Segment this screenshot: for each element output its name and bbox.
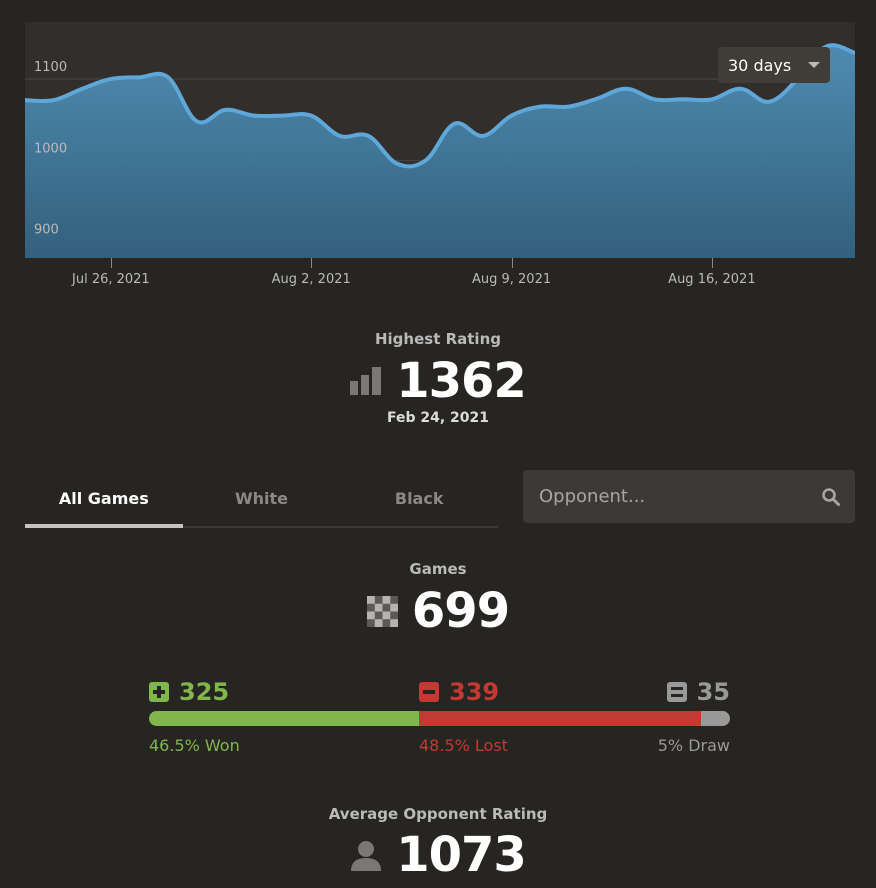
won-percent: 46.5% Won — [149, 736, 240, 755]
avg-opponent-row: 1073 — [0, 830, 876, 880]
y-tick-label: 1000 — [34, 141, 67, 156]
chessboard-icon — [366, 595, 398, 627]
rating-chart-plot: 1100 1000 900 — [25, 43, 855, 258]
color-filter-tabs: All Games White Black — [25, 470, 498, 528]
x-tick-label: Aug 2, 2021 — [271, 272, 351, 287]
draw-count-row: 35 — [666, 678, 730, 706]
chevron-down-icon — [808, 62, 820, 68]
draw-percent: 5% Draw — [657, 736, 730, 755]
x-tick-label: Jul 26, 2021 — [72, 272, 150, 287]
equals-icon — [666, 682, 687, 702]
tab-black[interactable]: Black — [394, 488, 444, 508]
opponent-search — [523, 470, 855, 523]
results-bar — [149, 711, 730, 726]
rating-line — [25, 43, 855, 169]
search-icon[interactable] — [821, 487, 841, 507]
x-tick — [711, 258, 713, 268]
lost-count-row: 339 — [419, 678, 499, 706]
highest-rating-row: 1362 — [0, 356, 876, 406]
tab-white[interactable]: White — [234, 488, 289, 508]
rating-chart: 1100 1000 900 30 days — [25, 22, 855, 258]
minus-icon — [419, 682, 439, 702]
opponent-search-input[interactable] — [537, 485, 821, 508]
date-range-label: 30 days — [728, 55, 792, 75]
highest-rating-date: Feb 24, 2021 — [386, 410, 490, 426]
y-tick-label: 1100 — [34, 60, 67, 75]
draw-count: 35 — [696, 678, 730, 706]
bar-chart-icon — [350, 367, 382, 395]
won-count-row: 325 — [149, 678, 229, 706]
date-range-dropdown[interactable]: 30 days — [718, 47, 830, 83]
x-tick — [311, 258, 313, 268]
games-row: 699 — [0, 586, 876, 636]
lost-count: 339 — [449, 678, 500, 706]
lost-segment — [419, 711, 701, 726]
highest-rating-title: Highest Rating — [374, 330, 501, 348]
lost-percent: 48.5% Lost — [419, 736, 508, 755]
won-segment — [149, 711, 420, 726]
games-title: Games — [409, 560, 467, 578]
user-icon — [351, 841, 382, 871]
highest-rating-value: 1362 — [396, 353, 527, 409]
chart-x-axis: Jul 26, 2021 Aug 2, 2021 Aug 9, 2021 Aug 16… — [25, 258, 855, 290]
draw-segment — [700, 711, 730, 726]
x-tick — [511, 258, 513, 268]
x-tick — [110, 258, 112, 268]
games-count: 699 — [411, 583, 510, 639]
avg-opponent-value: 1073 — [396, 827, 527, 883]
tab-all-games[interactable]: All Games — [25, 470, 183, 528]
plus-icon — [149, 682, 169, 702]
avg-opponent-title: Average Opponent Rating — [328, 805, 548, 823]
x-tick-label: Aug 9, 2021 — [471, 272, 552, 287]
won-count: 325 — [179, 678, 230, 706]
y-tick-label: 900 — [34, 223, 59, 238]
x-tick-label: Aug 16, 2021 — [668, 272, 756, 287]
